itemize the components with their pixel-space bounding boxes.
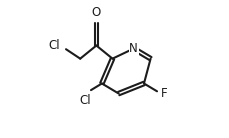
- Text: Cl: Cl: [49, 39, 60, 52]
- Text: Cl: Cl: [79, 94, 91, 107]
- Text: N: N: [129, 42, 137, 55]
- Text: O: O: [91, 6, 101, 19]
- Text: F: F: [160, 87, 167, 100]
